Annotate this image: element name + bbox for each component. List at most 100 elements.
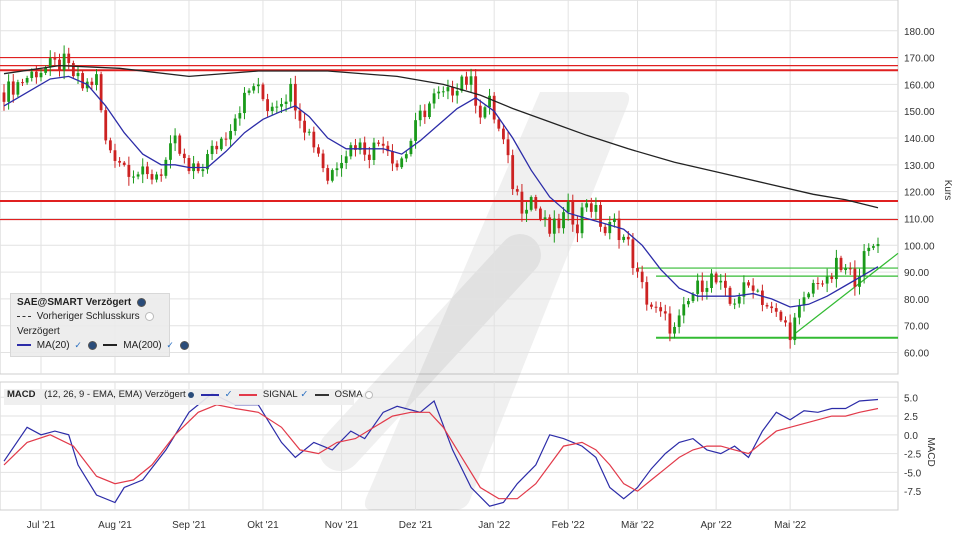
candle-body — [418, 110, 422, 121]
candle-body — [187, 158, 191, 172]
macd-legend-title: MACD — [7, 389, 36, 400]
candle-body — [539, 208, 542, 220]
candle-body — [108, 140, 112, 151]
candle-body — [81, 73, 85, 89]
candle-body — [90, 81, 94, 86]
candle-body — [668, 313, 672, 334]
candle-body — [858, 275, 861, 287]
candle-body — [515, 189, 519, 192]
candle-body — [848, 268, 852, 270]
candle-body — [691, 293, 695, 302]
x-tick-label: Mär '22 — [621, 520, 654, 531]
candle-body — [215, 145, 219, 150]
check-icon[interactable]: ✓ — [166, 340, 174, 350]
candle-body — [95, 74, 98, 86]
candle-body — [428, 103, 431, 118]
candle-body — [256, 84, 260, 87]
x-tick-label: Aug '21 — [98, 520, 132, 531]
candles — [2, 45, 880, 349]
candle-body — [39, 72, 43, 78]
candle-body — [293, 83, 297, 111]
candle-body — [705, 288, 709, 292]
candle-body — [825, 276, 829, 284]
candle-body — [631, 239, 635, 269]
settings-dot-icon[interactable] — [137, 297, 146, 307]
candle-body — [529, 197, 533, 210]
candle-body — [673, 326, 676, 334]
candle-body — [261, 84, 265, 100]
candle-body — [465, 76, 468, 85]
candle-body — [307, 131, 311, 133]
check-icon[interactable]: ✓ — [74, 340, 82, 350]
candle-body — [238, 113, 242, 119]
candle-body — [830, 276, 834, 280]
price-y-tick-label: 110.00 — [904, 214, 934, 225]
candle-body — [298, 110, 302, 121]
price-axis-label: Kurs — [942, 180, 953, 201]
candle-body — [11, 81, 15, 95]
candle-body — [862, 251, 866, 276]
candle-body — [104, 110, 108, 141]
candle-body — [599, 204, 602, 227]
x-tick-label: Jan '22 — [478, 520, 510, 531]
candle-body — [696, 280, 700, 294]
candle-body — [317, 147, 320, 154]
macd-legend-osma: OSMA — [334, 389, 363, 400]
candle-body — [474, 76, 478, 106]
candle-body — [585, 203, 589, 208]
candle-body — [733, 303, 737, 305]
candle-body — [571, 201, 575, 225]
candle-body — [784, 320, 787, 323]
settings-dot-icon[interactable] — [188, 391, 195, 398]
settings-dot-icon[interactable] — [87, 340, 97, 350]
price-y-tick-label: 90.00 — [904, 268, 929, 279]
candle-body — [437, 91, 441, 94]
candle-body — [594, 204, 598, 212]
price-y-tick-label: 160.00 — [904, 80, 935, 91]
macd-y-tick-label: 5.0 — [904, 393, 918, 404]
candle-body — [441, 91, 445, 93]
candle-body — [326, 168, 330, 181]
candle-body — [247, 90, 251, 93]
candle-body — [34, 71, 38, 78]
candle-body — [548, 217, 552, 234]
candle-body — [617, 218, 621, 241]
candle-body — [122, 162, 126, 165]
candle-body — [710, 273, 713, 289]
macd-legend-params: (12, 26, 9 - EMA, EMA) Verzögert — [44, 389, 186, 400]
candle-body — [520, 191, 524, 214]
candle-body — [423, 110, 427, 118]
candle-body — [576, 224, 579, 234]
candle-body — [132, 176, 135, 178]
candle-body — [21, 82, 24, 84]
candle-body — [876, 244, 880, 247]
signal-line — [3, 404, 879, 500]
toggle-dot-icon[interactable] — [365, 390, 374, 399]
candle-body — [751, 285, 755, 291]
candle-body — [53, 58, 57, 60]
candle-body — [488, 95, 491, 108]
macd-legend: MACD (12, 26, 9 - EMA, EMA) Verzögert ✓ … — [4, 389, 374, 405]
watermark-slash — [364, 92, 630, 510]
candle-body — [118, 160, 122, 163]
candle-body — [48, 58, 52, 68]
candle-body — [377, 142, 380, 144]
macd-legend-signal: SIGNAL — [262, 389, 298, 400]
candle-body — [229, 130, 232, 140]
candle-body — [603, 226, 607, 234]
candle-body — [391, 151, 394, 164]
macd-y-tick-label: 0.0 — [904, 431, 918, 442]
x-tick-label: Apr '22 — [700, 520, 732, 531]
settings-dot-icon[interactable] — [179, 340, 189, 350]
candle-body — [797, 305, 801, 318]
candle-body — [372, 142, 376, 160]
check-icon[interactable]: ✓ — [300, 389, 309, 400]
candle-body — [779, 311, 783, 321]
toggle-dot-icon[interactable] — [145, 311, 155, 321]
price-y-tick-label: 180.00 — [904, 27, 935, 38]
candle-body — [626, 236, 630, 240]
check-icon[interactable]: ✓ — [224, 389, 233, 400]
candle-body — [182, 153, 186, 159]
